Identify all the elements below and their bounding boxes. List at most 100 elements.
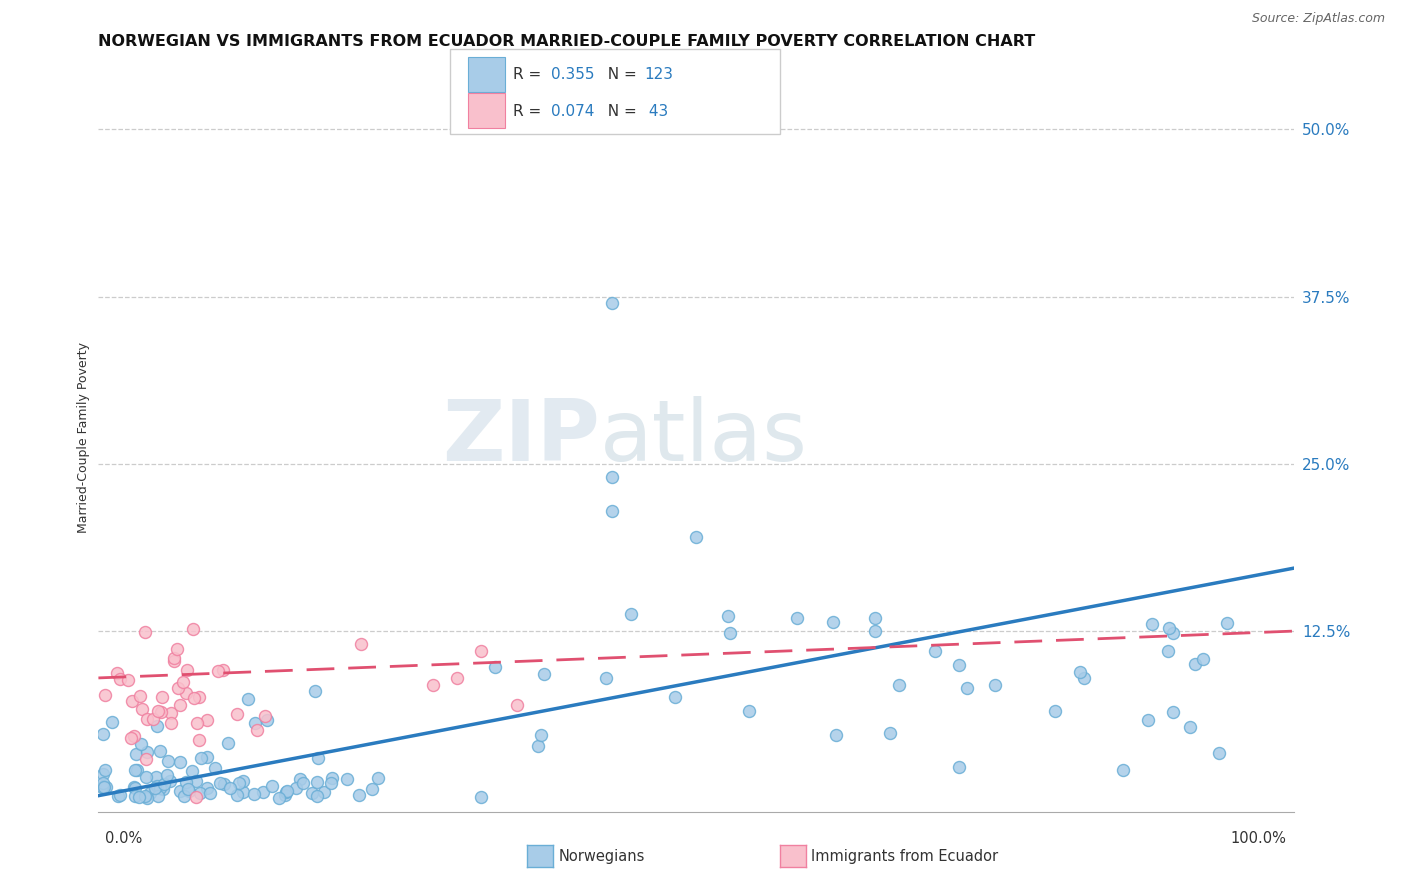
Text: R =: R =: [513, 67, 547, 82]
Point: [314, 785, 336, 799]
Text: Source: ZipAtlas.com: Source: ZipAtlas.com: [1251, 12, 1385, 25]
Point: [717, 609, 740, 624]
Point: [301, 786, 323, 800]
Point: [602, 503, 624, 517]
Point: [124, 789, 146, 804]
Point: [243, 715, 266, 730]
Point: [305, 789, 328, 803]
Point: [163, 650, 186, 665]
Point: [180, 764, 202, 779]
Point: [134, 625, 156, 640]
Point: [124, 764, 146, 778]
Point: [238, 692, 260, 706]
Point: [129, 689, 152, 703]
Point: [1069, 665, 1091, 680]
Point: [321, 772, 343, 786]
Text: N =: N =: [598, 103, 641, 119]
Point: [948, 657, 970, 672]
Point: [246, 723, 269, 737]
Point: [823, 615, 845, 629]
Point: [143, 780, 166, 795]
Point: [865, 624, 887, 639]
Point: [186, 716, 208, 731]
Point: [156, 754, 179, 768]
Text: 43: 43: [644, 103, 668, 119]
Point: [150, 705, 173, 719]
Point: [786, 611, 808, 625]
Point: [470, 644, 492, 658]
Point: [125, 747, 148, 761]
Point: [149, 780, 172, 795]
Point: [879, 725, 901, 739]
Point: [1163, 626, 1185, 640]
Text: 123: 123: [644, 67, 673, 82]
Point: [1043, 705, 1066, 719]
Point: [209, 775, 232, 789]
Point: [131, 702, 153, 716]
Point: [195, 750, 218, 764]
Point: [225, 788, 247, 802]
Point: [94, 689, 117, 703]
Point: [446, 671, 468, 685]
Point: [664, 690, 686, 704]
Point: [162, 654, 184, 668]
Point: [1073, 671, 1095, 685]
Point: [207, 664, 229, 679]
Point: [120, 731, 142, 745]
Point: [252, 784, 274, 798]
Text: N =: N =: [598, 67, 641, 82]
Point: [527, 739, 550, 753]
Point: [167, 681, 190, 695]
Point: [1192, 652, 1215, 666]
Point: [254, 708, 277, 723]
Point: [422, 678, 444, 692]
Point: [135, 712, 157, 726]
Point: [177, 781, 200, 796]
Point: [1112, 763, 1135, 777]
Point: [156, 768, 179, 782]
Point: [142, 712, 165, 726]
Point: [124, 780, 146, 794]
Point: [595, 671, 617, 685]
Point: [172, 674, 194, 689]
Point: [188, 690, 211, 704]
Text: R =: R =: [513, 103, 547, 119]
Point: [217, 736, 239, 750]
Point: [291, 775, 314, 789]
Point: [304, 684, 326, 698]
Point: [1178, 720, 1201, 734]
Point: [305, 775, 328, 789]
Point: [228, 776, 250, 790]
Point: [1208, 746, 1230, 760]
Point: [122, 729, 145, 743]
Point: [145, 770, 167, 784]
Point: [176, 663, 198, 677]
Point: [152, 782, 174, 797]
Point: [1142, 617, 1164, 632]
Point: [956, 681, 979, 695]
Text: 0.0%: 0.0%: [105, 831, 142, 846]
Point: [125, 763, 148, 777]
Point: [195, 781, 218, 796]
Text: Norwegians: Norwegians: [558, 849, 644, 863]
Text: Immigrants from Ecuador: Immigrants from Ecuador: [811, 849, 998, 863]
Point: [347, 788, 370, 802]
Point: [529, 728, 551, 742]
Point: [865, 611, 887, 625]
Point: [924, 644, 946, 658]
Point: [1157, 621, 1180, 635]
Point: [1216, 615, 1239, 630]
Point: [177, 784, 200, 798]
Point: [90, 780, 112, 794]
Point: [186, 789, 208, 804]
Point: [183, 691, 205, 706]
Point: [243, 787, 266, 801]
Text: 0.355: 0.355: [551, 67, 595, 82]
Point: [169, 784, 191, 798]
Point: [94, 764, 117, 778]
Point: [149, 744, 172, 758]
Point: [533, 667, 555, 681]
Point: [160, 706, 183, 720]
Point: [124, 780, 146, 795]
Text: 100.0%: 100.0%: [1230, 831, 1286, 846]
